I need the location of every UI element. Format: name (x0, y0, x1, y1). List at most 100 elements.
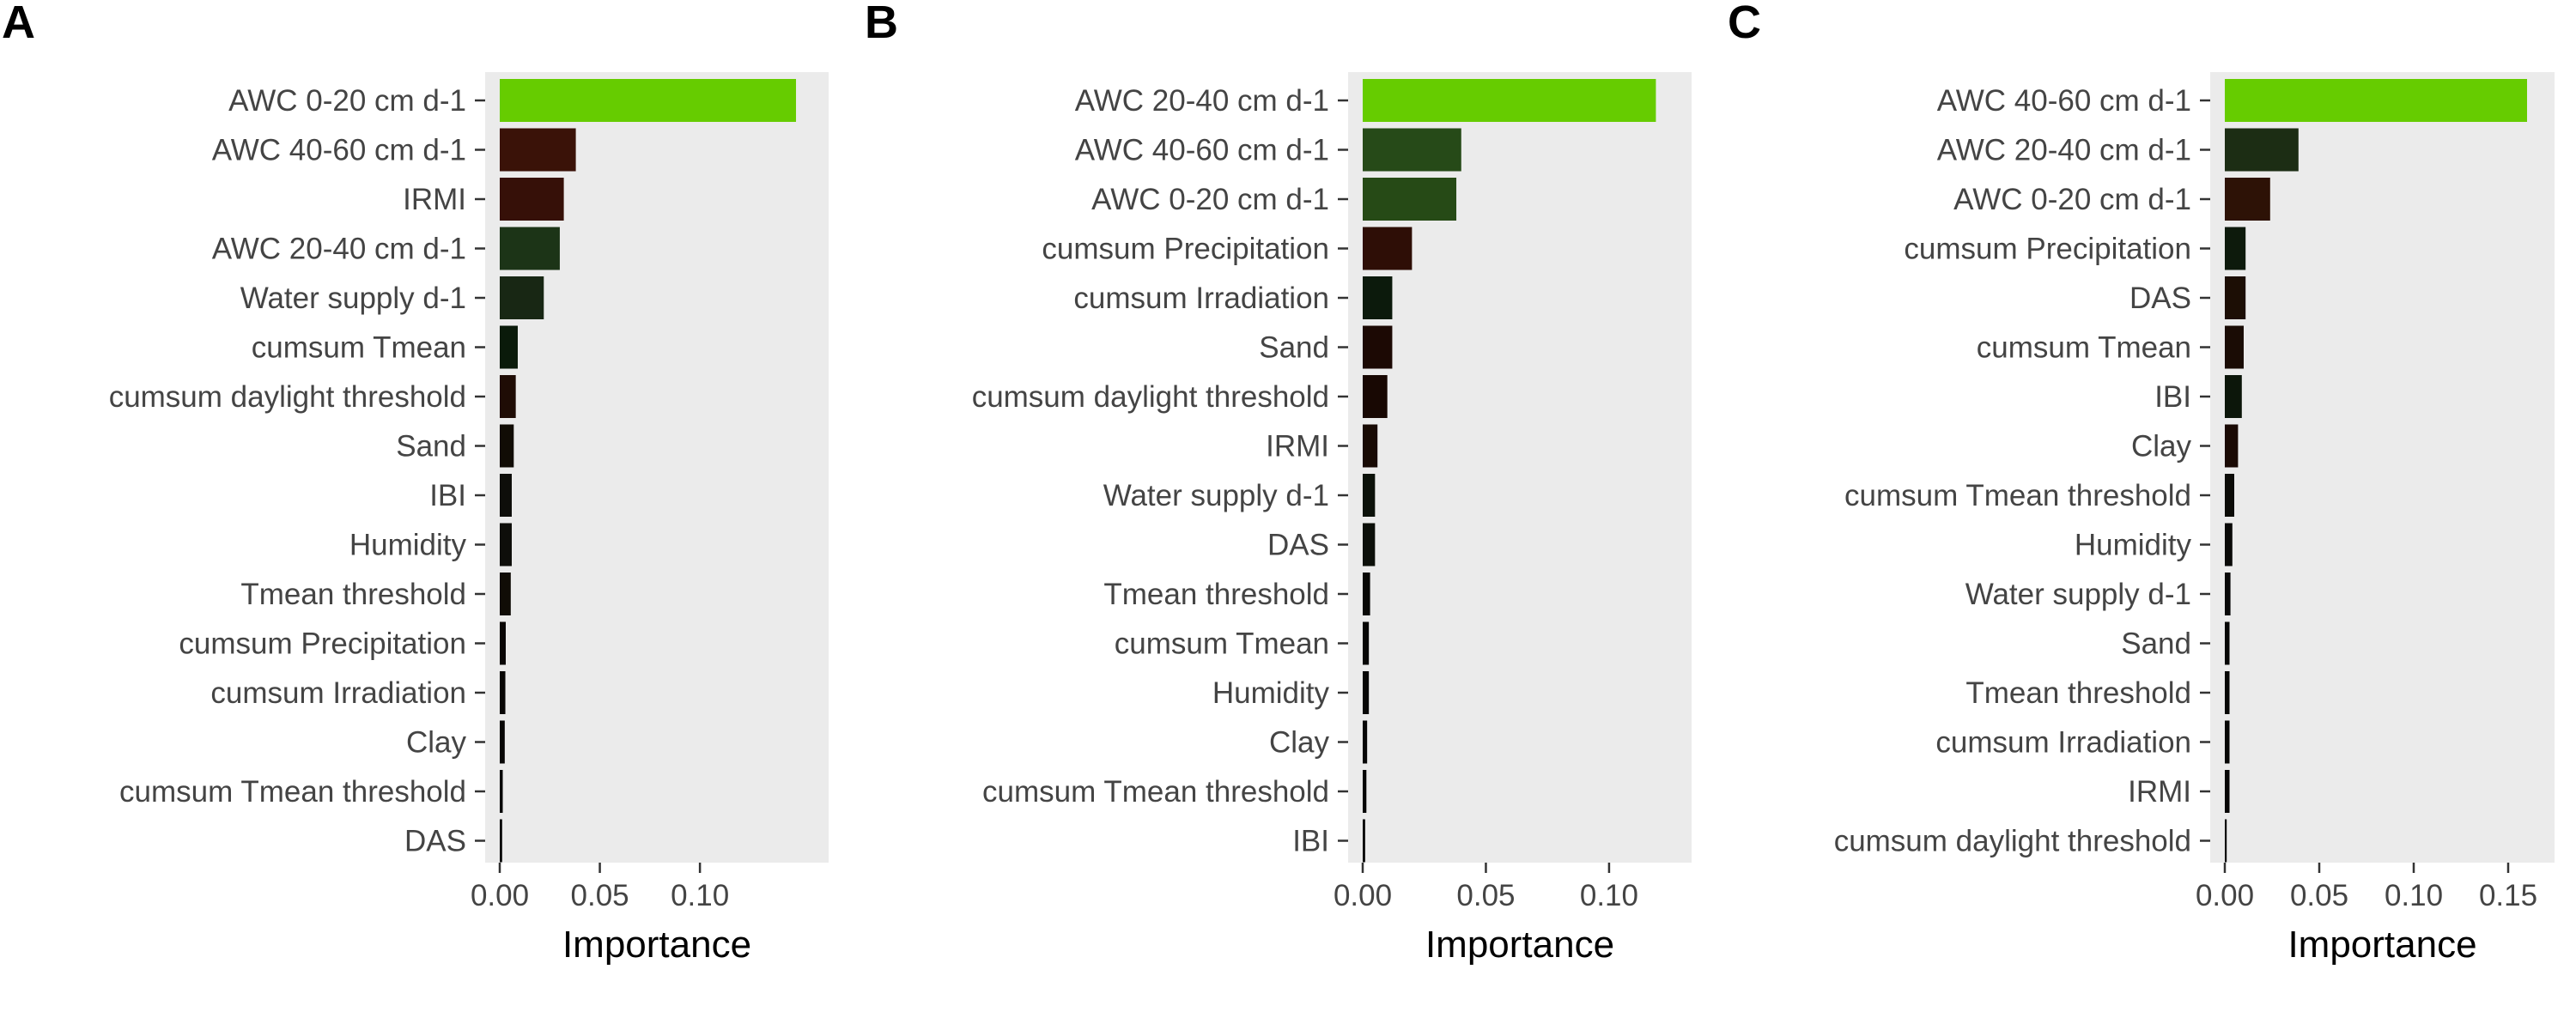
bar (1363, 79, 1656, 122)
category-label: IRMI (1266, 430, 1329, 464)
bar (1363, 819, 1365, 863)
bar (2225, 474, 2234, 517)
bar (2225, 375, 2242, 418)
chart-panel-b: B AWC 20-40 cm d-1 AWC 40-60 cm d-1 AWC 0-2… (865, 0, 1692, 966)
category-label: Tmean threshold (1103, 578, 1329, 611)
x-tick-label: 0.15 (2479, 879, 2537, 912)
bar (1363, 178, 1457, 221)
category-label: cumsum Precipitation (1904, 233, 2191, 266)
bar (2225, 424, 2239, 468)
category-label: cumsum Tmean (252, 331, 466, 365)
category-label: cumsum Tmean (1115, 627, 1329, 661)
bar (1363, 720, 1368, 764)
category-label: Tmean threshold (1965, 676, 2191, 710)
bar (2225, 79, 2527, 122)
x-tick-label: 0.00 (1334, 879, 1392, 912)
bar (1363, 424, 1378, 468)
panel-letter: B (865, 0, 898, 48)
x-axis-title: Importance (1425, 924, 1614, 966)
category-label: cumsum Irradiation (210, 676, 466, 710)
category-label: AWC 20-40 cm d-1 (1937, 134, 2191, 167)
bar (500, 819, 502, 863)
category-label: AWC 40-60 cm d-1 (1937, 84, 2191, 118)
category-label: cumsum Tmean threshold (119, 775, 466, 809)
bar (1363, 474, 1376, 517)
x-tick-label: 0.05 (1456, 879, 1515, 912)
panel-letter: C (1728, 0, 1761, 48)
bar (500, 621, 506, 665)
x-tick-label: 0.00 (471, 879, 529, 912)
bar (2225, 128, 2299, 172)
bar (2225, 276, 2246, 319)
category-label: Sand (1259, 331, 1329, 365)
bar (500, 325, 518, 369)
category-label: Clay (1269, 726, 1330, 760)
category-label: Sand (2121, 627, 2191, 661)
bar (2225, 671, 2230, 714)
x-tick-label: 0.10 (2385, 879, 2443, 912)
bar (500, 276, 544, 319)
bar (2225, 523, 2233, 566)
bar (500, 375, 516, 418)
x-tick-label: 0.10 (1580, 879, 1638, 912)
category-label: Water supply d-1 (1965, 578, 2191, 611)
x-tick-label: 0.05 (2290, 879, 2348, 912)
bar (1363, 523, 1376, 566)
bar (1363, 227, 1413, 270)
bar (2225, 178, 2270, 221)
category-label: IBI (429, 479, 466, 512)
category-label: cumsum Precipitation (179, 627, 466, 661)
category-label: DAS (1267, 529, 1329, 562)
category-label: cumsum daylight threshold (1834, 825, 2191, 858)
bar (1363, 573, 1370, 615)
bar (1363, 375, 1388, 418)
bar (1363, 128, 1461, 172)
x-tick-label: 0.05 (571, 879, 629, 912)
x-axis-title: Importance (562, 924, 751, 966)
category-label: Clay (2131, 430, 2192, 464)
category-label: AWC 40-60 cm d-1 (212, 134, 466, 167)
category-label: AWC 0-20 cm d-1 (1091, 183, 1329, 216)
bar (500, 573, 511, 615)
bar (2225, 770, 2230, 813)
bar (500, 720, 505, 764)
bar (2225, 227, 2246, 270)
category-label: AWC 40-60 cm d-1 (1075, 134, 1329, 167)
bar (1363, 671, 1370, 714)
category-label: Clay (406, 726, 467, 760)
bar (500, 128, 576, 172)
category-label: IBI (1292, 825, 1329, 858)
bar (500, 227, 560, 270)
category-label: AWC 0-20 cm d-1 (1953, 183, 2191, 216)
category-label: cumsum Tmean threshold (982, 775, 1329, 809)
x-tick-label: 0.00 (2196, 879, 2254, 912)
category-label: DAS (404, 825, 466, 858)
bar (500, 770, 503, 813)
bar (2225, 573, 2231, 615)
chart-panel-c: C AWC 40-60 cm d-1 AWC 20-40 cm d-1 AWC 0-2… (1728, 0, 2555, 966)
panel-letter: A (2, 0, 35, 48)
category-label: cumsum Tmean (1977, 331, 2191, 365)
category-label: IBI (2154, 380, 2191, 414)
category-label: Tmean threshold (240, 578, 466, 611)
bar (1363, 621, 1370, 665)
bar (2225, 819, 2227, 863)
bar (500, 671, 506, 714)
category-label: Humidity (1212, 676, 1330, 710)
category-label: cumsum Tmean threshold (1844, 479, 2191, 512)
category-label: IRMI (403, 183, 466, 216)
bar (2225, 325, 2244, 369)
bar (500, 178, 564, 221)
category-label: cumsum Precipitation (1042, 233, 1329, 266)
category-label: Sand (396, 430, 466, 464)
category-label: Water supply d-1 (240, 282, 466, 315)
category-label: DAS (2129, 282, 2191, 315)
bar (500, 79, 797, 122)
category-label: AWC 20-40 cm d-1 (212, 233, 466, 266)
category-label: Water supply d-1 (1103, 479, 1329, 512)
bar (500, 424, 514, 468)
category-label: cumsum daylight threshold (972, 380, 1329, 414)
bar (1363, 770, 1367, 813)
x-tick-label: 0.10 (671, 879, 729, 912)
